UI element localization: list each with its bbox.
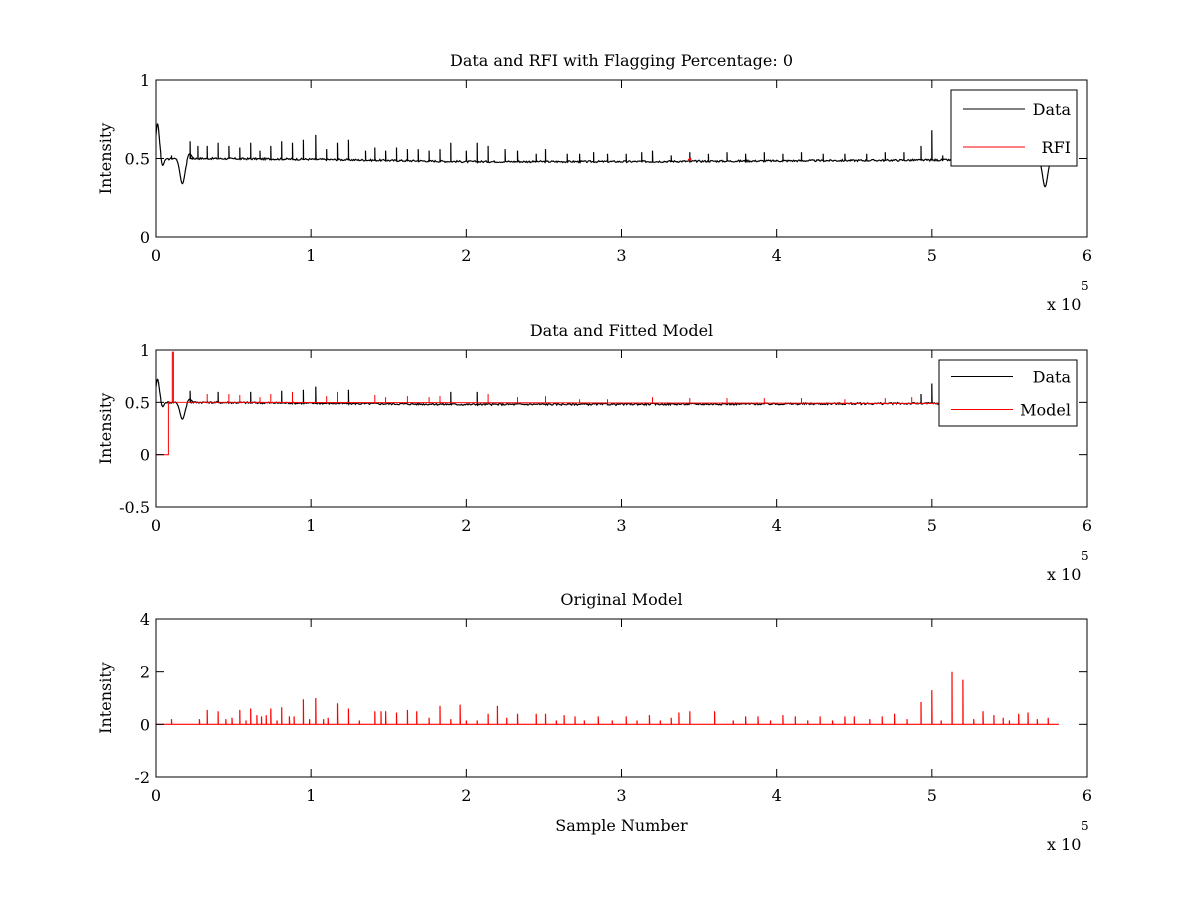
x-exponent: 5	[1081, 279, 1089, 293]
legend-label: Data	[1033, 368, 1072, 387]
legend: Data Model	[938, 359, 1078, 427]
axes-box	[155, 618, 1088, 778]
x-tick-label: 0	[151, 516, 161, 535]
x-tick-label: 0	[151, 786, 161, 805]
x-tick-label: 2	[461, 516, 471, 535]
y-tick-label: 1	[140, 71, 150, 90]
legend: Data RFI	[950, 89, 1078, 167]
y-axis-label: Intensity	[96, 662, 115, 734]
y-tick-label: 2	[140, 663, 150, 682]
y-tick-label: 0	[140, 228, 150, 247]
x-exponent: 5	[1081, 549, 1089, 563]
series-model-step	[156, 351, 940, 456]
x-tick-label: 4	[772, 516, 782, 535]
y-tick-label: -2	[134, 768, 150, 787]
legend-label: Data	[1033, 100, 1072, 119]
y-tick-label: 1	[140, 341, 150, 360]
plot-area	[156, 351, 940, 456]
x-tick-label: 6	[1082, 516, 1092, 535]
x-axis-label: Sample Number	[555, 816, 688, 835]
x-tick-label: 1	[306, 786, 316, 805]
chart-title: Data and Fitted Model	[530, 321, 713, 340]
series-line	[156, 671, 1059, 725]
x-tick-label: 5	[927, 246, 937, 265]
y-tick-label: 0.5	[125, 150, 150, 169]
chart-title: Data and RFI with Flagging Percentage: 0	[450, 51, 793, 70]
plot-area	[156, 123, 1064, 188]
legend-label: Model	[1020, 401, 1071, 420]
y-axis-label: Intensity	[96, 393, 115, 465]
x-tick-label: 6	[1082, 246, 1092, 265]
series-data	[156, 123, 1064, 188]
x-tick-label: 1	[306, 516, 316, 535]
x-tick-label: 3	[616, 786, 626, 805]
series-data	[156, 378, 940, 420]
x-tick-label: 2	[461, 786, 471, 805]
x-tick-label: 6	[1082, 786, 1092, 805]
y-tick-label: 4	[140, 610, 150, 629]
x-tick-label: 4	[772, 246, 782, 265]
series-model-spikes	[206, 391, 913, 404]
legend-label: RFI	[1042, 138, 1071, 157]
y-axis-label: Intensity	[96, 123, 115, 195]
plot-area	[156, 671, 1059, 725]
y-tick-label: 0	[140, 446, 150, 465]
x-tick-label: 2	[461, 246, 471, 265]
y-tick-label: 0	[140, 715, 150, 734]
chart-title: Original Model	[560, 590, 682, 609]
subplot-data-and-rfi: Data and RFI with Flagging Percentage: 0…	[96, 51, 1092, 314]
x-tick-label: 5	[927, 786, 937, 805]
x-tick-label: 1	[306, 246, 316, 265]
axes-box	[155, 79, 1088, 238]
x-tick-label: 4	[772, 786, 782, 805]
x-exponent-label: x 10	[1047, 835, 1081, 854]
x-tick-label: 3	[616, 516, 626, 535]
x-tick-label: 0	[151, 246, 161, 265]
x-exponent: 5	[1081, 819, 1089, 833]
x-tick-label: 3	[616, 246, 626, 265]
legend-box	[938, 359, 1078, 427]
y-tick-label: 0.5	[125, 393, 150, 412]
x-exponent-label: x 10	[1047, 295, 1081, 314]
x-exponent-label: x 10	[1047, 565, 1081, 584]
legend-box	[950, 89, 1078, 167]
x-tick-label: 5	[927, 516, 937, 535]
y-tick-label: -0.5	[119, 498, 150, 517]
series-rfi	[687, 157, 692, 161]
